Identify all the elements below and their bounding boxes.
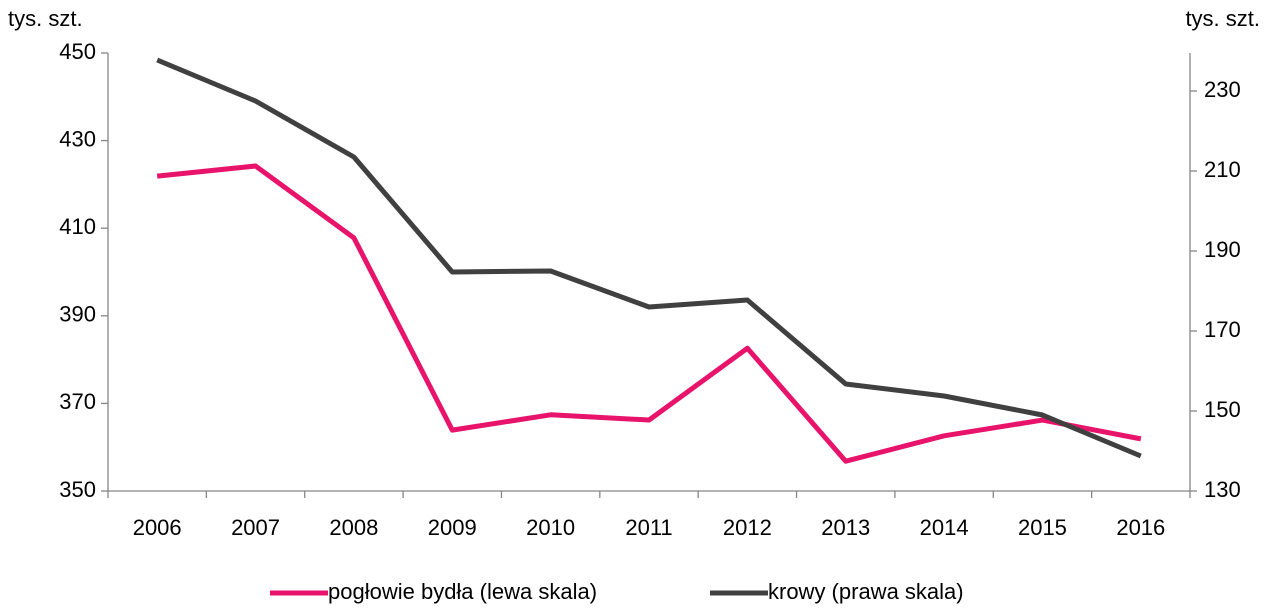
y-tick-label: 390: [59, 302, 96, 327]
x-tick-label: 2016: [1116, 515, 1165, 540]
x-tick-label: 2014: [920, 515, 969, 540]
line-series: [156, 163, 1142, 464]
legend-label: pogłowie bydła (lewa skala): [328, 579, 597, 604]
y-tick-label: 350: [59, 477, 96, 502]
x-tick-label: 2012: [723, 515, 772, 540]
legend-label: krowy (prawa skala): [768, 579, 964, 604]
x-tick-label: 2015: [1018, 515, 1067, 540]
y2-tick-label: 190: [1204, 237, 1241, 262]
x-tick-label: 2007: [231, 515, 280, 540]
y2-axis-label: tys. szt.: [1185, 6, 1260, 31]
y2-tick-label: 230: [1204, 77, 1241, 102]
y2-tick-label: 130: [1204, 477, 1241, 502]
y2-tick-label: 210: [1204, 157, 1241, 182]
x-tick-label: 2011: [625, 515, 672, 540]
x-tick-label: 2009: [428, 515, 477, 540]
x-tick-label: 2008: [329, 515, 378, 540]
y-tick-label: 430: [59, 126, 96, 151]
y-tick-label: 450: [59, 39, 96, 64]
x-tick-label: 2013: [821, 515, 870, 540]
y-tick-label: 410: [59, 214, 96, 239]
y2-tick-label: 170: [1204, 317, 1241, 342]
y2-tick-label: 150: [1204, 397, 1241, 422]
x-tick-label: 2010: [526, 515, 575, 540]
y-tick-label: 370: [59, 389, 96, 414]
x-tick-label: 2006: [133, 515, 182, 540]
line-series: [156, 57, 1142, 459]
y-axis-label: tys. szt.: [8, 6, 83, 31]
